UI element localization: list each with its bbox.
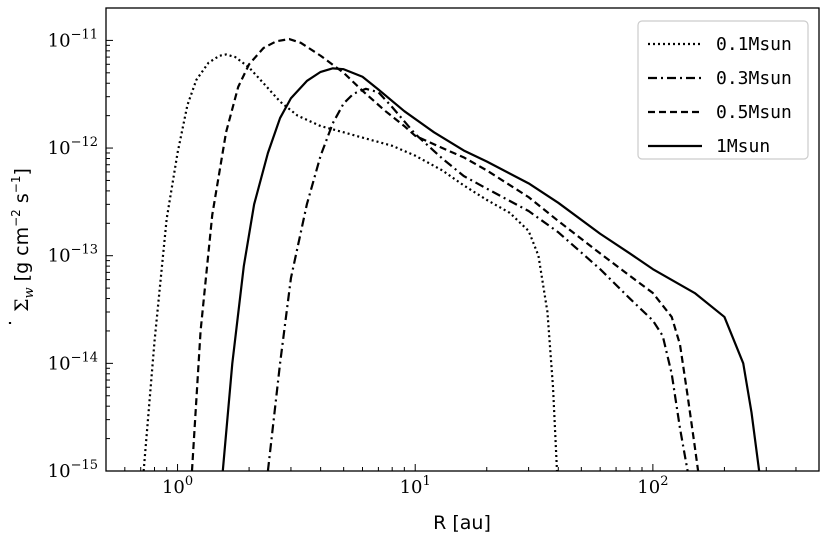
legend-label-3: 1Msun — [716, 136, 770, 157]
x-axis: 100 101 102 — [105, 464, 820, 498]
series-line-2 — [190, 37, 700, 472]
y-axis-label: Σw[g cm−2 s−1] — [8, 168, 37, 324]
x-tick-label: 102 — [637, 474, 668, 498]
legend-label-2: 0.5Msun — [716, 102, 792, 123]
series-line-3 — [221, 67, 761, 472]
y-tick-label: 10−12 — [48, 135, 98, 159]
y-axis: 10−15 10−14 10−13 10−12 10−11 — [48, 7, 113, 482]
x-tick-label: 101 — [400, 474, 431, 498]
legend: 0.1Msun 0.3Msun 0.5Msun 1Msun — [637, 20, 809, 160]
y-tick-label: 10−11 — [48, 27, 98, 51]
series-lines — [142, 37, 761, 472]
series-line-1 — [266, 87, 689, 472]
plot-area — [105, 7, 820, 472]
y-tick-label: 10−15 — [48, 458, 98, 482]
legend-box — [637, 20, 809, 160]
series-line-0 — [142, 53, 559, 472]
x-tick-label: 100 — [162, 474, 193, 498]
legend-label-1: 0.3Msun — [716, 68, 792, 89]
y-tick-label: 10−13 — [48, 243, 98, 267]
y-axis-label-text: Σw[g cm−2 s−1] — [9, 168, 37, 312]
x-axis-label: R [au] — [433, 512, 491, 534]
y-tick-label: 10−14 — [48, 350, 98, 374]
legend-label-0: 0.1Msun — [716, 34, 792, 55]
